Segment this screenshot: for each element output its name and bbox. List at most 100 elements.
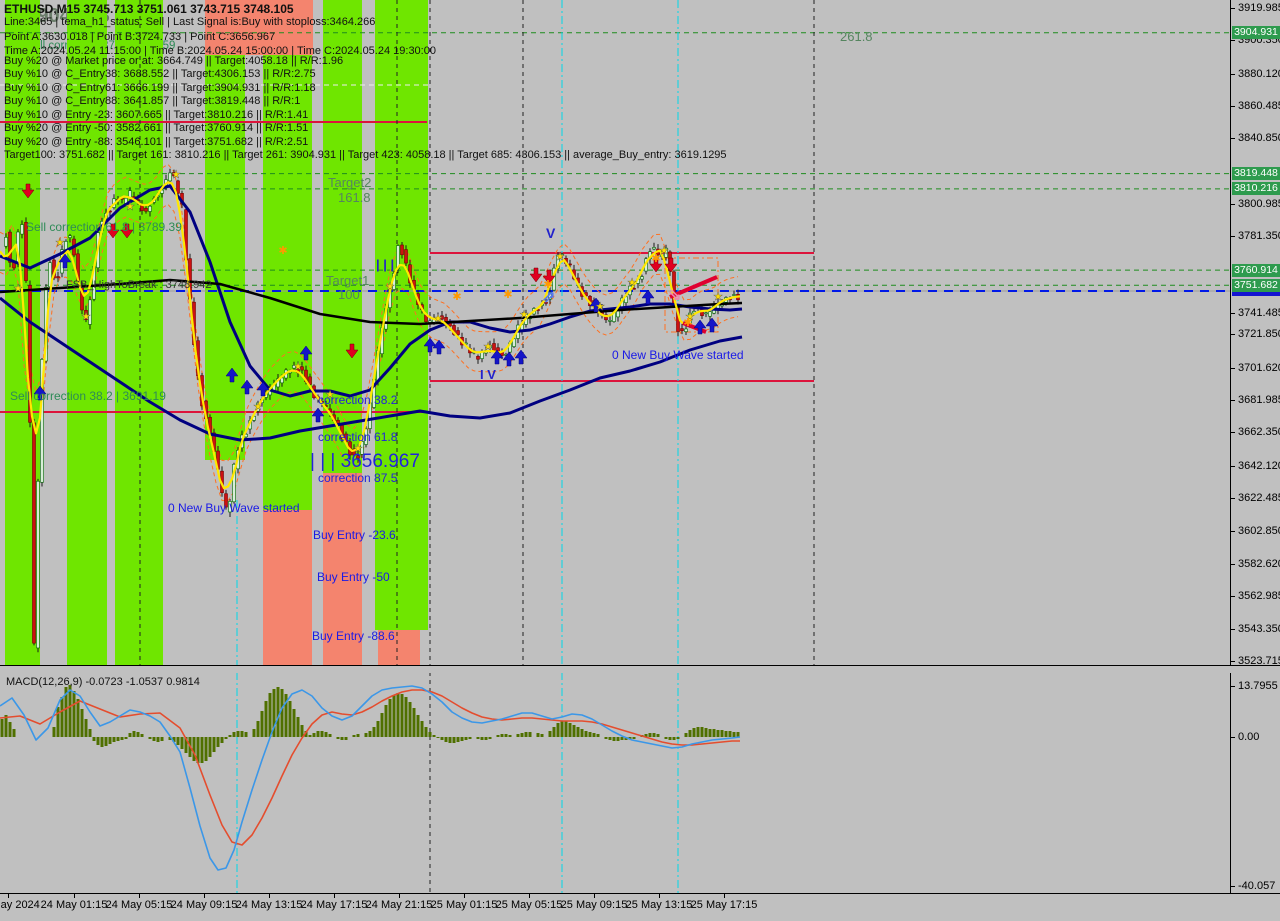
macd-histogram-bar (724, 731, 728, 737)
star-icon: ★ (293, 361, 303, 373)
buy-arrow-icon (423, 337, 437, 353)
macd-histogram-bar (616, 737, 620, 741)
info-line: Buy %20 @ Market price or at: 3664.749 |… (4, 54, 344, 67)
price-tick (1231, 660, 1235, 662)
correction-87-label: correction 87.5 (318, 471, 398, 485)
consolidation-box (664, 257, 719, 333)
pane-separator[interactable] (0, 665, 1280, 673)
main-price-chart[interactable]: | | 3904.528Sell correction 87.5 | 3897.… (0, 0, 1230, 665)
macd-histogram-bar (504, 734, 508, 737)
candlestick-plot: ★★★★★★★★★★★★★★★★★★★✱✱ ✱✱✱✱ (0, 0, 1230, 665)
star-icon: ★ (713, 291, 723, 303)
macd-histogram-bar (212, 737, 216, 752)
macd-histogram-bar (420, 721, 424, 737)
macd-histogram-bar (328, 734, 332, 737)
macd-histogram-bar (484, 737, 488, 740)
time-tick (594, 894, 595, 898)
price-tick (1231, 367, 1235, 369)
macd-histogram-bar (208, 737, 212, 757)
macd-histogram-bar (644, 734, 648, 737)
time-axis-label: 25 May 17:15 (690, 899, 758, 911)
macd-histogram-bar (56, 707, 60, 737)
price-tick (1231, 40, 1235, 42)
macd-histogram-bar (4, 715, 8, 737)
macd-histogram-bar (384, 705, 388, 737)
info-line: Buy %20 @ Entry -88: 3546.101 || Target:… (4, 135, 309, 148)
signal-band-green (115, 0, 163, 665)
price-level-badge: 3810.216 (1232, 182, 1280, 196)
buy-arrow-icon (705, 317, 719, 333)
price-axis-label: 3781.350 (1238, 230, 1280, 243)
info-line: Buy %10 @ C_Entry38: 3688.552 || Target:… (4, 67, 316, 80)
macd-histogram-bar (60, 697, 64, 737)
buy-arrow-icon (299, 345, 313, 361)
info-line: Target100: 3751.682 || Target 161: 3810.… (4, 148, 727, 161)
signal-band-green (67, 0, 107, 665)
macd-histogram-bar (300, 725, 304, 737)
macd-main-line (0, 685, 741, 871)
macd-histogram-bar (416, 715, 420, 737)
price-tick (1231, 106, 1235, 108)
candle-body (360, 441, 364, 455)
macd-histogram-bar (404, 697, 408, 737)
star-icon: ★ (385, 281, 395, 293)
macd-histogram-bar (540, 734, 544, 737)
new-buy-wave-label-1: 0 New Buy Wave started (168, 501, 300, 515)
info-line: Buy %10 @ C_Entry61: 3666.199 || Target:… (4, 81, 316, 94)
asterisk-icon: ✱ (651, 253, 660, 265)
time-tick (269, 894, 270, 898)
candle-body (456, 330, 460, 335)
macd-histogram-bar (596, 734, 600, 737)
macd-indicator-pane[interactable]: MACD(12,26,9) -0.0723 -1.0537 0.9814 (0, 672, 1230, 893)
macd-histogram-bar (68, 685, 72, 737)
macd-histogram-bar (364, 733, 368, 737)
macd-histogram-bar (96, 737, 100, 745)
time-axis-label: 25 May 05:15 (495, 899, 563, 911)
macd-histogram-bar (508, 735, 512, 737)
macd-histogram-bar (552, 727, 556, 737)
time-axis-label: 24 May 13:15 (235, 899, 303, 911)
time-axis-label: 25 May 09:15 (560, 899, 628, 911)
time-tick (139, 894, 140, 898)
macd-histogram-bar (396, 693, 400, 737)
candle-body (20, 224, 24, 235)
time-tick (399, 894, 400, 898)
price-level-badge: 3760.914 (1232, 263, 1280, 277)
price-axis[interactable]: 3919.985 3900.350 3880.120 3860.485 3840.850… (1230, 0, 1280, 893)
buy-entry-50-label: Buy Entry -50 (317, 570, 390, 584)
macd-histogram-bar (196, 737, 200, 763)
macd-histogram-bar (580, 729, 584, 737)
time-axis-label: 24 May 01:15 (40, 899, 108, 911)
candle-body (176, 180, 180, 194)
macd-histogram-bar (128, 733, 132, 737)
candle-body (548, 291, 552, 300)
time-axis-label: 23 May 2024 (0, 899, 40, 911)
price-tick (1231, 498, 1235, 500)
candle-body (280, 377, 284, 384)
macd-histogram-bar (588, 732, 592, 737)
price-axis-label: 3543.350 (1238, 622, 1280, 635)
macd-histogram-bar (152, 737, 156, 741)
macd-histogram-bar (236, 731, 240, 737)
macd-histogram-bar (456, 737, 460, 742)
candle-body (400, 244, 404, 256)
info-line: Point A:3630.018 | Point B:3724.733 | Po… (4, 30, 276, 43)
macd-histogram-bar (280, 689, 284, 737)
macd-histogram-bar (104, 737, 108, 746)
time-axis-label: 25 May 01:15 (430, 899, 498, 911)
target2-label: Target2 (328, 175, 372, 190)
macd-histogram-bar (316, 731, 320, 737)
macd-histogram-bar (464, 737, 468, 740)
macd-histogram-bar (476, 737, 480, 739)
macd-histogram-bar (284, 694, 288, 737)
macd-histogram-bar (172, 737, 176, 742)
macd-histogram-bar (576, 727, 580, 737)
time-tick (529, 894, 530, 898)
macd-histogram-bar (184, 737, 188, 753)
correction-61-label: correction 61.8 (318, 430, 398, 444)
price-axis-label: 3800.985 (1238, 198, 1280, 211)
macd-histogram-bar (560, 721, 564, 737)
candle-body (292, 365, 296, 369)
